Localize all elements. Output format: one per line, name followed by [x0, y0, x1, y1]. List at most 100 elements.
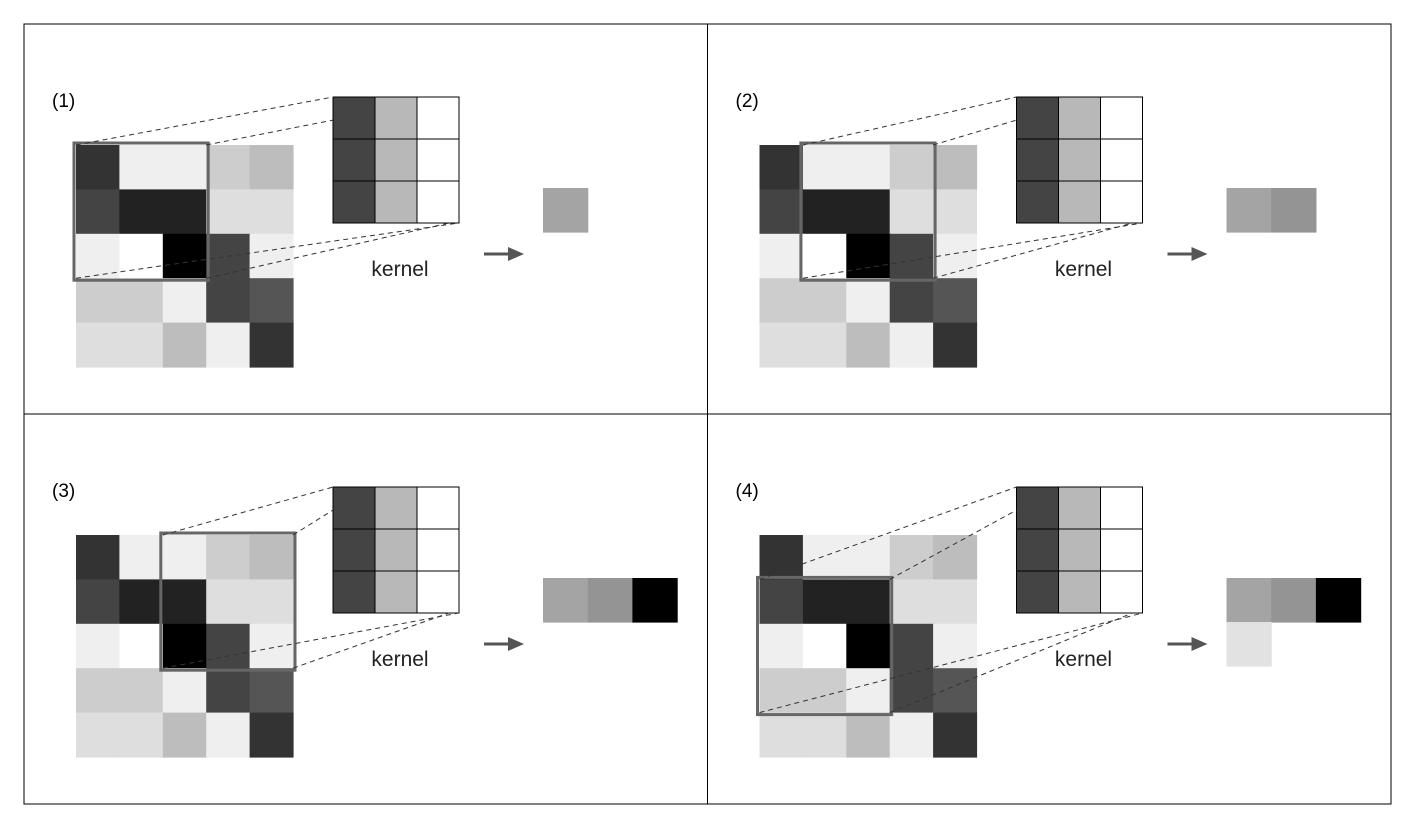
sliding-window	[799, 141, 937, 282]
input-pixel	[933, 322, 978, 368]
sliding-window	[72, 141, 210, 282]
input-pixel	[119, 712, 164, 758]
input-pixel	[889, 579, 934, 625]
kernel-cell	[416, 180, 460, 224]
input-image	[76, 145, 294, 368]
kernel-cell	[1016, 180, 1059, 224]
step-label: (2)	[736, 91, 759, 112]
input-pixel	[802, 233, 847, 279]
input-pixel	[802, 189, 847, 235]
kernel-cell	[416, 486, 460, 530]
input-pixel	[846, 535, 891, 580]
kernel-cell	[332, 486, 376, 530]
input-pixel	[802, 712, 847, 758]
projection-line	[75, 222, 460, 279]
kernel-cell	[416, 528, 460, 572]
arrow-icon	[484, 637, 524, 651]
kernel-cell	[1100, 486, 1143, 530]
input-pixel	[162, 278, 207, 324]
input-pixel	[162, 712, 207, 758]
projection-line	[162, 486, 334, 536]
projection-line	[75, 96, 334, 146]
input-pixel	[802, 322, 847, 368]
input-pixel	[119, 322, 164, 368]
input-pixel	[119, 233, 164, 279]
output-pixel	[1315, 578, 1362, 623]
input-pixel	[889, 668, 934, 714]
input-pixel	[889, 712, 934, 758]
input-pixel	[846, 623, 891, 669]
panel-4: (4) kernel	[736, 481, 1362, 758]
input-pixel	[759, 145, 804, 190]
input-pixel	[119, 668, 164, 714]
step-label: (4)	[736, 481, 759, 502]
arrow-head	[1191, 637, 1208, 651]
input-pixel	[802, 623, 847, 669]
projection-line	[759, 612, 1143, 714]
input-pixel	[162, 189, 207, 235]
projection-line	[932, 119, 1017, 146]
input-pixel	[933, 535, 978, 580]
projection-line	[206, 222, 450, 279]
feature-map	[543, 578, 678, 623]
input-pixel	[249, 623, 294, 669]
input-pixel	[889, 623, 934, 669]
kernel-label: kernel	[1055, 258, 1112, 281]
kernel-cell	[374, 138, 418, 182]
input-pixel	[759, 579, 804, 625]
input-pixel	[933, 278, 978, 324]
input-pixel	[933, 145, 978, 190]
output-pixel	[587, 578, 633, 623]
kernel-cell	[1058, 570, 1101, 614]
input-pixel	[802, 278, 847, 324]
kernel-cell	[1016, 570, 1059, 614]
kernel-cell	[1058, 96, 1101, 140]
kernel-cell	[416, 96, 460, 140]
input-pixel	[119, 623, 164, 669]
arrow-icon	[1167, 637, 1208, 651]
input-pixel	[759, 278, 804, 324]
input-pixel	[206, 623, 251, 669]
input-pixel	[802, 579, 847, 625]
input-pixel	[846, 712, 891, 758]
input-pixel	[76, 712, 120, 758]
kernel-cell	[1016, 138, 1059, 182]
input-pixel	[933, 712, 978, 758]
input-image	[759, 535, 978, 758]
input-pixel	[889, 189, 934, 235]
input-pixel	[206, 189, 251, 235]
kernel	[332, 486, 460, 614]
input-pixel	[119, 278, 164, 324]
input-pixel	[846, 278, 891, 324]
panel-1: (1) kernel	[52, 91, 589, 368]
kernel-cell	[1100, 138, 1143, 182]
input-pixel	[76, 278, 120, 324]
input-pixel	[249, 579, 294, 625]
arrow-head	[508, 637, 524, 651]
input-pixel	[846, 233, 891, 279]
sliding-window	[756, 575, 894, 717]
kernel-cell	[1058, 138, 1101, 182]
input-pixel	[76, 189, 120, 235]
input-pixel	[802, 145, 847, 190]
input-pixel	[119, 535, 164, 580]
input-pixel	[802, 535, 847, 580]
kernel-cell	[374, 96, 418, 140]
projection-line	[292, 612, 450, 669]
kernel-cell	[1058, 528, 1101, 572]
kernel-cell	[332, 570, 376, 614]
kernel-label: kernel	[371, 258, 428, 281]
feature-map	[543, 188, 589, 233]
kernel-cell	[1100, 528, 1143, 572]
input-pixel	[759, 623, 804, 669]
input-pixel	[846, 668, 891, 714]
input-pixel	[249, 189, 294, 235]
kernel-cell	[374, 570, 418, 614]
sliding-window	[159, 531, 297, 672]
kernel-label: kernel	[371, 648, 428, 671]
input-pixel	[249, 535, 294, 580]
kernel-cell	[1058, 180, 1101, 224]
input-pixel	[162, 145, 207, 190]
projection-line	[292, 509, 334, 536]
